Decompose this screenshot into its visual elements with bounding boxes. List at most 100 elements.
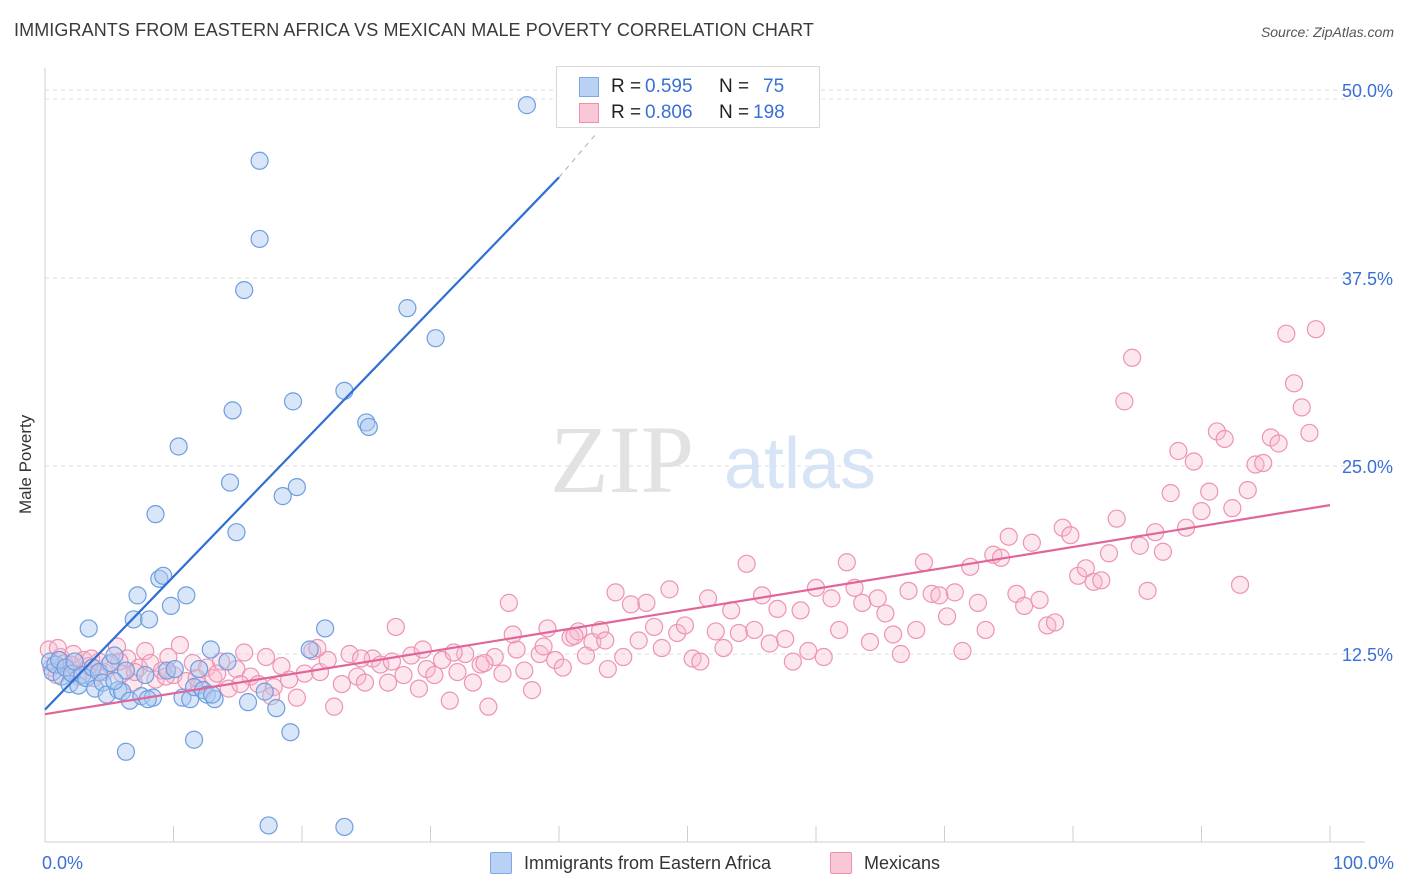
- eastern-africa-point: [116, 661, 136, 680]
- mexicans-point: [907, 620, 926, 640]
- eastern-africa-point: [250, 151, 269, 170]
- mexicans-point: [922, 584, 941, 603]
- mexicans-point: [1200, 482, 1219, 501]
- mexicans-point: [475, 653, 494, 673]
- mexicans-point: [287, 688, 306, 707]
- mexicans-point: [930, 586, 949, 605]
- source-credit: Source: ZipAtlas.com: [1260, 24, 1394, 40]
- mexicans-point: [378, 673, 398, 692]
- mexicans-point: [413, 640, 432, 659]
- n-value: 75: [763, 76, 785, 97]
- eastern-africa-point: [267, 699, 286, 718]
- mexicans-point: [1306, 320, 1325, 339]
- mexicans-point: [1207, 422, 1227, 441]
- legend-item-eastern-africa[interactable]: Immigrants from Eastern Africa: [490, 852, 771, 874]
- mexicans-point: [1115, 392, 1134, 411]
- y-tick-label: 50.0%: [1342, 81, 1393, 101]
- eastern-africa-point: [259, 816, 278, 835]
- mexicans-point: [591, 620, 610, 640]
- mexicans-point: [235, 643, 254, 662]
- mexicans-point: [522, 681, 542, 700]
- mexicans-point: [737, 554, 756, 573]
- eastern-africa-point: [154, 566, 173, 585]
- mexicans-point: [814, 647, 833, 667]
- mexicans-point: [853, 593, 872, 612]
- eastern-africa-point: [201, 640, 220, 659]
- y-tick-label: 12.5%: [1342, 645, 1393, 665]
- watermark-zip: ZIP: [550, 406, 694, 513]
- eastern-africa-point: [235, 280, 254, 300]
- mexicans-point: [553, 658, 572, 677]
- mexicans-point: [999, 527, 1018, 546]
- mexicans-point: [596, 631, 615, 650]
- mexicans-point: [706, 622, 725, 641]
- mexicans-point: [208, 664, 227, 683]
- y-axis-label: Male Poverty: [16, 414, 35, 514]
- eastern-africa-point: [105, 671, 124, 691]
- mexicans-point: [211, 652, 231, 671]
- mexicans-point: [1107, 509, 1126, 528]
- legend-label: Mexicans: [864, 852, 941, 873]
- mexicans-point: [860, 632, 880, 652]
- eastern-africa-point: [190, 659, 209, 679]
- mexicans-point: [675, 616, 695, 635]
- eastern-africa-points: [41, 96, 536, 837]
- eastern-africa-point: [316, 619, 335, 638]
- mexicans-point: [945, 583, 964, 602]
- mexicans-point: [534, 637, 553, 656]
- mexicans-point: [1238, 481, 1257, 500]
- mexicans-point: [783, 652, 802, 671]
- eastern-africa-trend-extension: [558, 131, 599, 178]
- legend-item-mexicans[interactable]: Mexicans: [830, 852, 940, 874]
- eastern-africa-point: [223, 401, 242, 420]
- mexicans-point: [485, 647, 504, 667]
- mexicans-trend-line: [44, 504, 1331, 716]
- mexicans-point: [799, 641, 818, 661]
- watermark: ZIP atlas: [550, 406, 876, 513]
- eastern-africa-point: [165, 659, 184, 679]
- mexicans-point: [382, 652, 402, 671]
- mexicans-point: [448, 662, 467, 682]
- mexicans-point: [440, 691, 459, 710]
- mexicans-point: [606, 583, 625, 602]
- eastern-africa-point: [93, 673, 112, 692]
- mexicans-point: [776, 629, 795, 649]
- eastern-africa-point: [139, 610, 159, 629]
- x-tick-max: 100.0%: [1332, 853, 1394, 873]
- mexicans-point: [1069, 566, 1088, 585]
- mexicans-point: [1184, 452, 1203, 471]
- eastern-africa-point: [177, 586, 196, 605]
- mexicans-point: [272, 656, 291, 676]
- r-value: 0.595: [645, 76, 693, 97]
- blue-square-icon: [490, 852, 512, 874]
- mexicans-point: [621, 595, 641, 614]
- mexicans-point: [752, 586, 772, 605]
- mexicans-point: [136, 641, 155, 661]
- pink-square-icon: [830, 852, 852, 874]
- mexicans-point: [308, 638, 327, 658]
- mexicans-point: [660, 580, 679, 599]
- eastern-africa-point: [220, 473, 240, 492]
- trend-lines: [44, 131, 1331, 716]
- mexicans-point: [332, 674, 351, 694]
- mexicans-point: [968, 593, 988, 612]
- mexicans-point: [463, 673, 483, 692]
- mexicans-point: [1153, 542, 1173, 561]
- eastern-africa-point: [105, 646, 124, 665]
- mexicans-point: [629, 631, 648, 650]
- n-label: N =: [719, 76, 750, 97]
- mexicans-point: [1292, 398, 1311, 417]
- mexicans-point: [394, 665, 413, 685]
- mexicans-point: [1223, 499, 1242, 518]
- mexicans-point: [822, 589, 841, 608]
- mexicans-point: [1230, 575, 1250, 594]
- mexicans-point: [515, 661, 534, 680]
- mexicans-point: [830, 620, 849, 640]
- correlation-legend: R = 0.595 N = 75 R = 0.806 N = 198: [556, 66, 820, 128]
- eastern-africa-point: [128, 586, 147, 605]
- eastern-africa-trend-line: [44, 176, 560, 711]
- mexicans-point: [1099, 544, 1119, 563]
- mexicans-point: [644, 617, 664, 637]
- mexicans-point: [1192, 502, 1211, 521]
